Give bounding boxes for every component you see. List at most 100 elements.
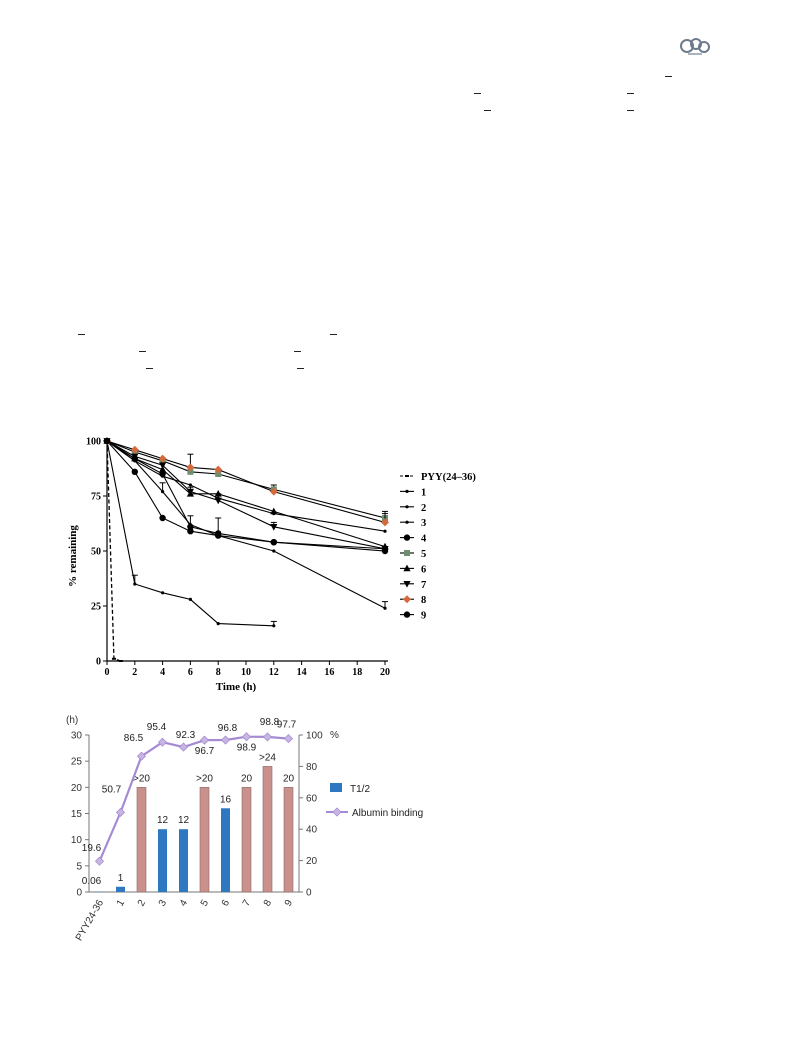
bar-label: 20 [283,773,295,784]
albumin-label: 96.8 [218,723,238,734]
x-tick-label: 10 [241,667,251,678]
data-point [214,490,222,497]
legend-marker [405,489,409,493]
left-tick-label: 20 [71,783,83,794]
legend-marker [403,564,411,572]
data-point [383,529,387,533]
bar [179,829,188,892]
data-point [269,487,278,496]
legend-marker [405,475,409,477]
series-4 [103,437,389,555]
albumin-label: 50.7 [102,784,122,795]
data-point [104,438,110,444]
category-label: 4 [178,898,191,909]
x-tick-label: 4 [160,667,165,678]
right-tick-label: 40 [306,825,318,836]
data-point [159,457,166,464]
albumin-label: 98.9 [237,743,257,754]
x-tick-label: 6 [188,667,193,678]
data-point [270,507,278,515]
series-line [106,440,386,523]
albumin-label: 98.8 [260,717,280,728]
data-point [105,439,109,443]
text-artifact [297,368,304,369]
data-point [188,483,192,487]
text-artifact [484,110,491,111]
data-point [216,534,220,538]
text-artifact [330,334,337,335]
albumin-label: 86.5 [124,733,144,744]
series-1 [105,439,277,628]
bar [136,787,147,893]
data-point [105,439,109,443]
text-artifact [146,368,153,369]
data-point [215,530,222,537]
text-artifact [139,351,146,352]
legend-label: 3 [421,518,426,529]
right-tick-label: 0 [306,888,312,899]
text-artifact [294,351,301,352]
text-artifact [627,93,634,94]
legend-line-label: Albumin binding [352,808,423,819]
x-tick-label: 2 [132,667,137,678]
legend-marker [403,595,411,604]
left-axis-unit: (h) [66,715,78,726]
data-point [381,518,389,527]
legend-label: 4 [421,534,427,545]
text-artifact [665,76,672,77]
category-label: PYY24-36 [74,898,107,943]
category-label: 9 [283,898,296,909]
series-line [106,440,386,550]
data-point [381,545,389,552]
data-point [215,471,222,477]
legend-marker [405,520,409,524]
right-tick-label: 20 [306,856,318,867]
data-point [270,539,277,546]
albumin-label: 95.4 [147,722,167,733]
bar-label: 20 [241,773,253,784]
data-point [187,523,194,530]
right-tick-label: 60 [306,793,318,804]
data-point [188,597,192,602]
bar [262,766,273,893]
text-artifact [78,334,85,335]
data-point [186,490,194,497]
albumin-point [241,732,252,742]
legend-label: 6 [421,564,426,575]
bar-label: >20 [133,773,150,784]
data-point [215,532,222,539]
x-tick-label: 8 [216,667,221,678]
legend-label: 1 [421,487,426,498]
data-point [131,453,139,461]
journal-logo [678,36,712,63]
text-artifact [474,93,481,94]
series-line [106,440,386,548]
albumin-point [220,735,231,745]
data-point [270,539,277,546]
category-label: 8 [262,898,275,909]
bar-label: 1 [118,873,124,884]
series-9 [103,437,389,552]
data-point [131,449,138,455]
data-point [130,445,139,454]
x-tick-label: 14 [297,667,307,678]
series-line [106,440,386,609]
legend-label: PYY(24–36) [421,472,476,483]
data-point [272,549,276,553]
data-point [159,470,166,478]
x-tick-label: 18 [352,667,362,678]
data-point [161,591,165,595]
right-axis-unit: % [330,730,339,741]
left-tick-label: 0 [76,888,82,899]
category-label: 5 [199,898,212,909]
legend-bar-label: T1/2 [350,784,370,795]
bar-label: 16 [220,794,232,805]
series-8 [103,437,389,527]
y-tick-label: 50 [91,547,101,558]
albumin-point [157,737,168,747]
data-point [272,511,276,516]
albumin-line [98,735,289,862]
bar-label: >24 [259,752,276,763]
data-point [382,515,388,521]
